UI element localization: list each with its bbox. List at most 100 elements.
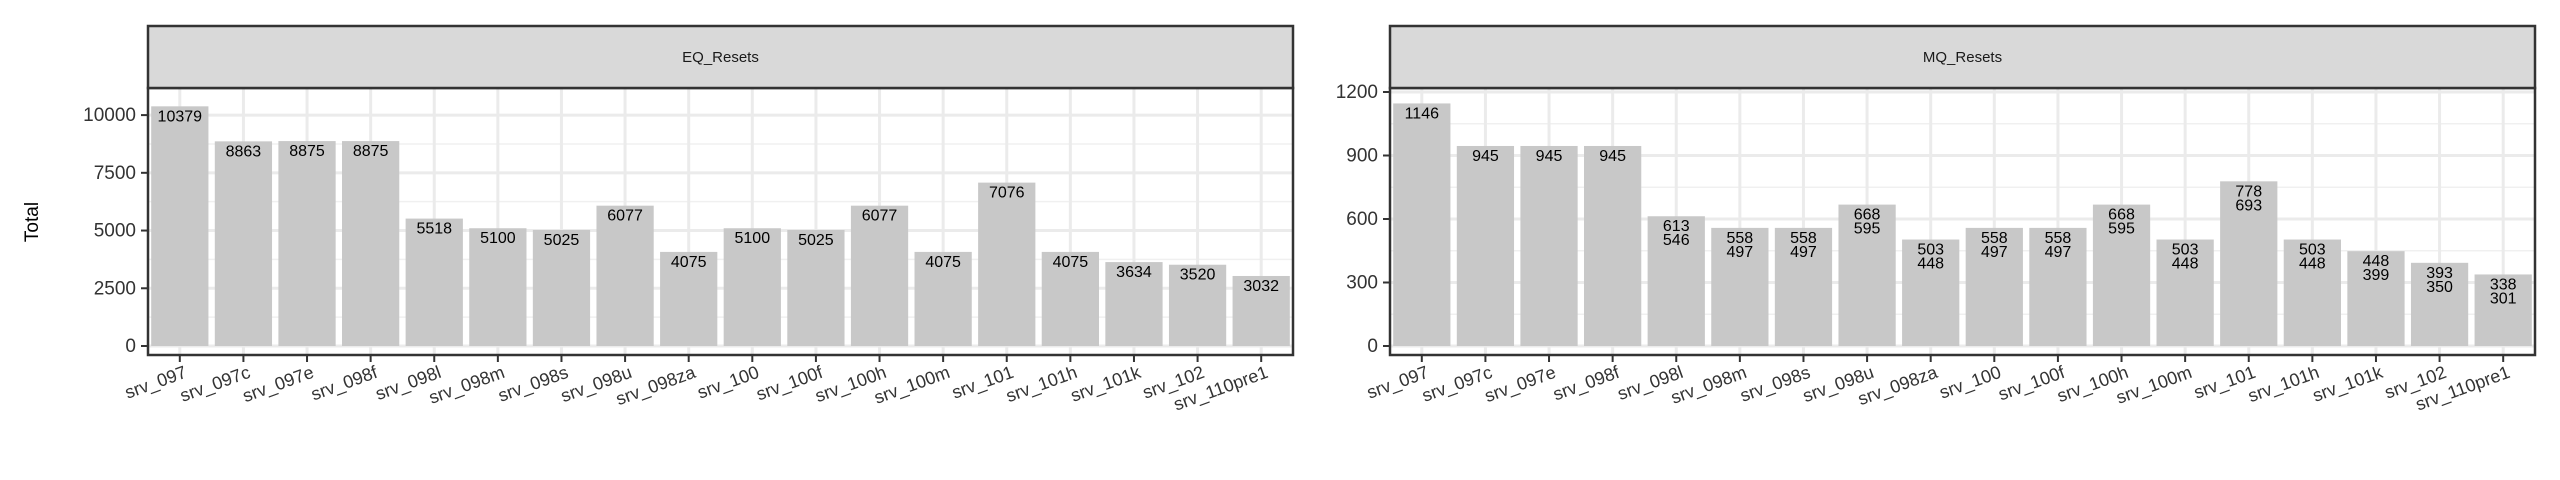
bar-srv_100h [850, 205, 909, 346]
bar-srv_098za [1902, 239, 1960, 346]
y-tick-label: 10000 [83, 105, 136, 126]
bar-srv_100m [914, 251, 972, 346]
facet-title: MQ_Resets [1923, 49, 2002, 66]
data-label-secondary: 448 [1917, 256, 1944, 273]
data-label: 8875 [289, 143, 325, 160]
bar-srv_101h [2283, 239, 2341, 346]
y-tick-label: 7500 [94, 163, 136, 184]
bar-srv_098f [1584, 145, 1642, 346]
y-tick-label: 300 [1346, 273, 1378, 294]
y-tick-label: 2500 [94, 278, 136, 299]
bar-srv_101k [2347, 251, 2405, 346]
data-label: 945 [1599, 148, 1626, 165]
x-tick-label: srv_101h [2245, 362, 2322, 407]
data-label: 3634 [1116, 264, 1152, 281]
bar-srv_100 [723, 228, 781, 346]
data-label: 5025 [544, 232, 580, 249]
data-label-secondary: 595 [1854, 221, 1881, 238]
x-tick-label: srv_097c [1419, 362, 1495, 407]
data-label: 8875 [353, 143, 389, 160]
bar-srv_101k [1105, 262, 1163, 346]
data-label-secondary: 497 [1790, 244, 1817, 261]
x-tick-label: srv_100 [695, 362, 762, 404]
facet-strip [1388, 24, 2537, 90]
data-label: 3520 [1180, 267, 1216, 284]
data-label: 5518 [416, 221, 452, 238]
data-label: 6077 [862, 208, 898, 225]
x-tick-label: srv_097c [177, 362, 253, 407]
data-label: 778 [2235, 183, 2262, 200]
data-label: 6077 [607, 208, 643, 225]
data-label: 448 [2363, 253, 2390, 270]
data-label: 5100 [735, 230, 771, 247]
bar-srv_101 [978, 182, 1036, 346]
x-tick-label: srv_097e [1482, 362, 1559, 407]
bar-srv_098s [1774, 227, 1833, 346]
data-label: 1146 [1405, 105, 1440, 122]
data-label: 668 [2108, 207, 2135, 224]
data-label: 4075 [1053, 254, 1089, 271]
data-label: 503 [2299, 242, 2326, 259]
bar-srv_097 [151, 106, 209, 347]
facet-title: EQ_Resets [682, 49, 759, 66]
bar-srv_098m [1711, 227, 1769, 346]
data-label: 945 [1536, 148, 1563, 165]
data-label: 558 [2045, 230, 2072, 247]
bar-srv_098za [660, 251, 718, 346]
panel-background [1390, 88, 2535, 355]
data-label: 558 [1790, 230, 1817, 247]
data-label-secondary: 399 [2363, 267, 2390, 284]
data-label-secondary: 595 [2108, 221, 2135, 238]
x-tick-label: srv_097 [122, 362, 189, 404]
x-tick-label: srv_098s [1737, 362, 1813, 407]
data-label: 8863 [226, 143, 262, 160]
data-label: 558 [1727, 230, 1754, 247]
y-tick-label: 5000 [94, 221, 136, 242]
bar-srv_110pre1 [1232, 275, 1290, 346]
data-label-secondary: 693 [2235, 197, 2262, 214]
x-tick-label: srv_100 [1937, 362, 2004, 404]
data-label: 338 [2490, 276, 2517, 293]
bar-srv_102 [1168, 264, 1227, 346]
bar-srv_098f [342, 141, 400, 346]
bar-srv_098u [596, 205, 654, 346]
data-label-secondary: 301 [2490, 290, 2517, 307]
bar-srv_098l [405, 218, 463, 346]
x-tick-label: srv_097e [240, 362, 317, 407]
bar-srv_097 [1393, 103, 1451, 347]
bar-srv_100 [1965, 227, 2023, 346]
data-label: 945 [1472, 148, 1499, 165]
bar-srv_100f [787, 229, 845, 346]
y-tick-label: 1200 [1336, 82, 1378, 103]
panel-background [148, 88, 1293, 355]
x-tick-label: srv_097 [1364, 362, 1431, 404]
data-label: 393 [2426, 265, 2453, 282]
x-tick-label: srv_098s [495, 362, 571, 407]
bar-srv_098m [469, 228, 527, 346]
data-label: 5025 [798, 232, 834, 249]
data-label: 503 [1917, 242, 1944, 259]
data-label: 3032 [1243, 278, 1279, 295]
data-label: 613 [1663, 218, 1690, 235]
data-label-secondary: 350 [2426, 279, 2453, 296]
y-tick-label: 600 [1346, 209, 1378, 230]
data-label: 503 [2172, 242, 2199, 259]
data-label: 668 [1854, 207, 1881, 224]
bar-srv_101h [1041, 251, 1099, 346]
data-label-secondary: 497 [1981, 244, 2008, 261]
bar-srv_100h [2092, 204, 2151, 346]
bar-srv_098l [1647, 216, 1705, 346]
data-label-secondary: 448 [2299, 256, 2326, 273]
x-tick-label: srv_101k [1068, 362, 1145, 407]
data-label: 5100 [480, 230, 516, 247]
data-label: 10379 [158, 108, 203, 125]
data-label-secondary: 497 [2045, 244, 2072, 261]
y-tick-label: 0 [125, 336, 136, 357]
data-label: 4075 [671, 254, 707, 271]
data-label-secondary: 448 [2172, 256, 2199, 273]
bar-srv_102 [2410, 262, 2469, 346]
x-tick-label: srv_101k [2310, 362, 2387, 407]
bar-srv_097c [1456, 145, 1515, 346]
